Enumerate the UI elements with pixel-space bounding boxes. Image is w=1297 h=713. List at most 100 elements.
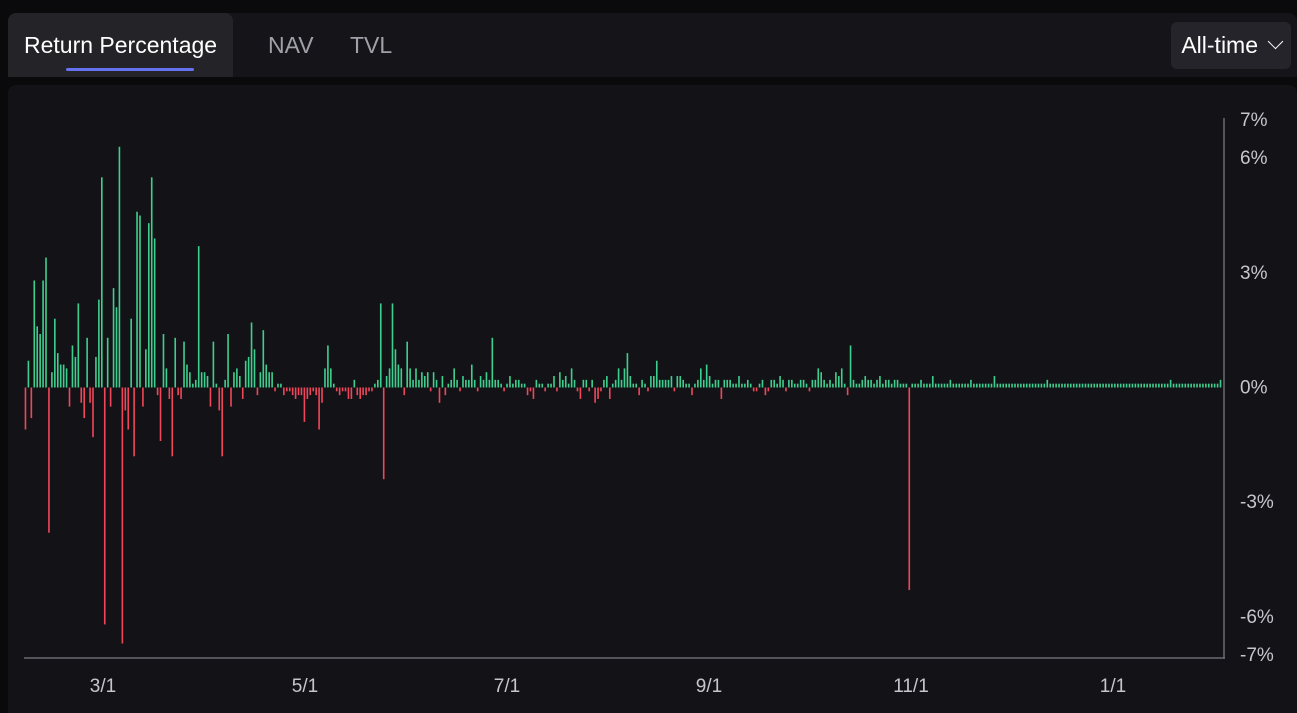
bar bbox=[1011, 383, 1013, 388]
tab-return-percentage[interactable]: Return Percentage bbox=[8, 13, 234, 77]
bar bbox=[130, 318, 132, 388]
bar bbox=[253, 349, 256, 388]
bar bbox=[685, 383, 687, 388]
tab-nav-label: NAV bbox=[268, 32, 314, 58]
bar bbox=[711, 383, 714, 388]
bar bbox=[673, 387, 676, 392]
bar bbox=[83, 387, 85, 419]
time-range-dropdown[interactable]: All-time bbox=[1171, 22, 1291, 69]
bar bbox=[746, 379, 749, 388]
bar bbox=[570, 368, 573, 388]
bar bbox=[341, 387, 344, 392]
bar bbox=[808, 387, 811, 392]
bar bbox=[309, 387, 312, 396]
bar bbox=[1028, 383, 1031, 388]
bar bbox=[1184, 383, 1187, 388]
bar bbox=[462, 376, 464, 388]
bar bbox=[118, 146, 121, 388]
bar bbox=[438, 387, 441, 403]
bar bbox=[576, 387, 579, 392]
bar bbox=[268, 372, 270, 388]
bar bbox=[1002, 383, 1005, 388]
bar bbox=[48, 387, 50, 533]
bar bbox=[56, 353, 59, 388]
bar bbox=[200, 372, 203, 388]
bar bbox=[27, 360, 30, 388]
tab-tvl[interactable]: TVL bbox=[350, 13, 392, 77]
bar bbox=[92, 387, 94, 438]
bar bbox=[133, 387, 135, 457]
bar bbox=[908, 387, 911, 591]
bar bbox=[764, 387, 767, 396]
bar bbox=[350, 387, 353, 399]
bar bbox=[227, 334, 229, 388]
bar bbox=[441, 376, 444, 388]
bar bbox=[726, 379, 729, 388]
bar bbox=[233, 372, 235, 388]
bar bbox=[600, 387, 602, 392]
bar bbox=[779, 376, 781, 388]
bar bbox=[65, 368, 68, 388]
bar bbox=[767, 387, 770, 392]
bar bbox=[33, 280, 36, 388]
bar bbox=[544, 387, 546, 392]
bar bbox=[203, 372, 206, 388]
bar bbox=[426, 372, 429, 388]
bar bbox=[694, 383, 696, 388]
bar bbox=[412, 379, 414, 388]
bar bbox=[406, 341, 408, 388]
bar bbox=[861, 379, 864, 388]
bar bbox=[691, 387, 693, 396]
bar bbox=[981, 383, 984, 388]
bar bbox=[984, 383, 987, 388]
bar bbox=[776, 383, 778, 388]
bar bbox=[717, 379, 720, 388]
bar bbox=[773, 379, 776, 388]
bar bbox=[550, 383, 552, 388]
bar bbox=[1052, 383, 1054, 388]
bar bbox=[940, 383, 943, 388]
bar bbox=[1119, 383, 1122, 388]
bar bbox=[1055, 383, 1057, 388]
bar bbox=[271, 372, 273, 388]
bar bbox=[485, 372, 488, 388]
bar bbox=[145, 349, 147, 388]
bar bbox=[221, 387, 223, 457]
bar bbox=[926, 383, 928, 388]
bar bbox=[1043, 383, 1046, 388]
bar bbox=[42, 280, 44, 388]
bar bbox=[597, 387, 599, 399]
bar bbox=[1069, 383, 1072, 388]
bar bbox=[156, 387, 159, 396]
bar bbox=[98, 299, 100, 388]
bar bbox=[1031, 383, 1034, 388]
bar bbox=[312, 387, 315, 392]
bar bbox=[297, 387, 300, 396]
bar bbox=[890, 383, 893, 388]
bar bbox=[864, 376, 867, 388]
x-tick-label: 5/1 bbox=[292, 676, 318, 697]
tab-nav[interactable]: NAV bbox=[268, 13, 314, 77]
bar bbox=[799, 379, 802, 388]
bar bbox=[374, 383, 376, 388]
bar bbox=[849, 345, 852, 388]
bar bbox=[1213, 383, 1216, 388]
bar bbox=[150, 177, 153, 388]
bar bbox=[793, 383, 796, 388]
bar bbox=[371, 387, 373, 392]
bar bbox=[946, 383, 949, 388]
bar bbox=[1196, 383, 1198, 388]
bar bbox=[103, 387, 106, 625]
bar bbox=[870, 379, 872, 388]
bar bbox=[197, 246, 200, 388]
bar bbox=[952, 383, 955, 388]
bar bbox=[744, 383, 746, 388]
bar bbox=[39, 334, 41, 388]
bar bbox=[159, 387, 162, 441]
y-tick-label: 7% bbox=[1240, 110, 1268, 131]
bar bbox=[867, 379, 869, 388]
bar bbox=[36, 326, 39, 388]
bar bbox=[71, 345, 74, 388]
bar bbox=[1040, 383, 1043, 388]
